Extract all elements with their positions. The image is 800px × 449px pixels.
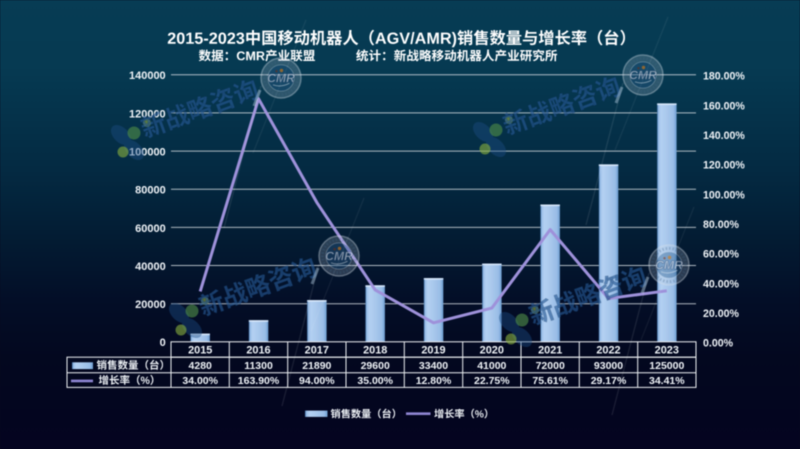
svg-text:40000: 40000 [135,261,166,273]
svg-text:160.00%: 160.00% [703,100,745,112]
svg-text:75.61%: 75.61% [532,375,568,387]
svg-text:33400: 33400 [419,360,448,372]
svg-text:80000: 80000 [135,185,166,197]
svg-text:2015: 2015 [188,344,212,356]
svg-text:120000: 120000 [129,108,166,120]
svg-text:41000: 41000 [477,360,506,372]
svg-text:2016: 2016 [246,344,270,356]
svg-text:60.00%: 60.00% [703,249,740,261]
svg-text:21890: 21890 [302,360,331,372]
svg-text:20000: 20000 [135,299,166,311]
svg-text:0.00%: 0.00% [703,338,734,350]
svg-text:2020: 2020 [480,344,504,356]
svg-text:11300: 11300 [244,360,273,372]
svg-text:100.00%: 100.00% [703,189,745,201]
svg-text:80.00%: 80.00% [703,219,740,231]
svg-text:2022: 2022 [596,344,620,356]
svg-text:2017: 2017 [305,344,329,356]
svg-text:2021: 2021 [538,344,562,356]
svg-text:125000: 125000 [649,360,684,372]
svg-text:22.75%: 22.75% [474,375,510,387]
svg-text:2023: 2023 [655,344,679,356]
svg-text:34.41%: 34.41% [649,375,685,387]
svg-text:40.00%: 40.00% [703,278,740,290]
svg-text:140.00%: 140.00% [703,130,745,142]
svg-text:140000: 140000 [129,70,166,82]
svg-text:120.00%: 120.00% [703,160,745,172]
svg-text:34.00%: 34.00% [182,375,218,387]
svg-text:12.80%: 12.80% [416,375,452,387]
svg-text:0: 0 [160,337,166,349]
svg-text:60000: 60000 [135,223,166,235]
svg-text:94.00%: 94.00% [299,375,335,387]
svg-text:93000: 93000 [594,360,623,372]
svg-text:2019: 2019 [421,344,445,356]
svg-text:180.00%: 180.00% [703,71,745,83]
svg-text:20.00%: 20.00% [703,308,740,320]
svg-text:72000: 72000 [536,360,565,372]
svg-text:4280: 4280 [189,360,213,372]
svg-text:2018: 2018 [363,344,387,356]
svg-text:29600: 29600 [361,360,390,372]
svg-text:29.17%: 29.17% [591,375,627,387]
svg-text:35.00%: 35.00% [357,375,393,387]
svg-text:100000: 100000 [129,147,166,159]
svg-text:163.90%: 163.90% [238,375,280,387]
